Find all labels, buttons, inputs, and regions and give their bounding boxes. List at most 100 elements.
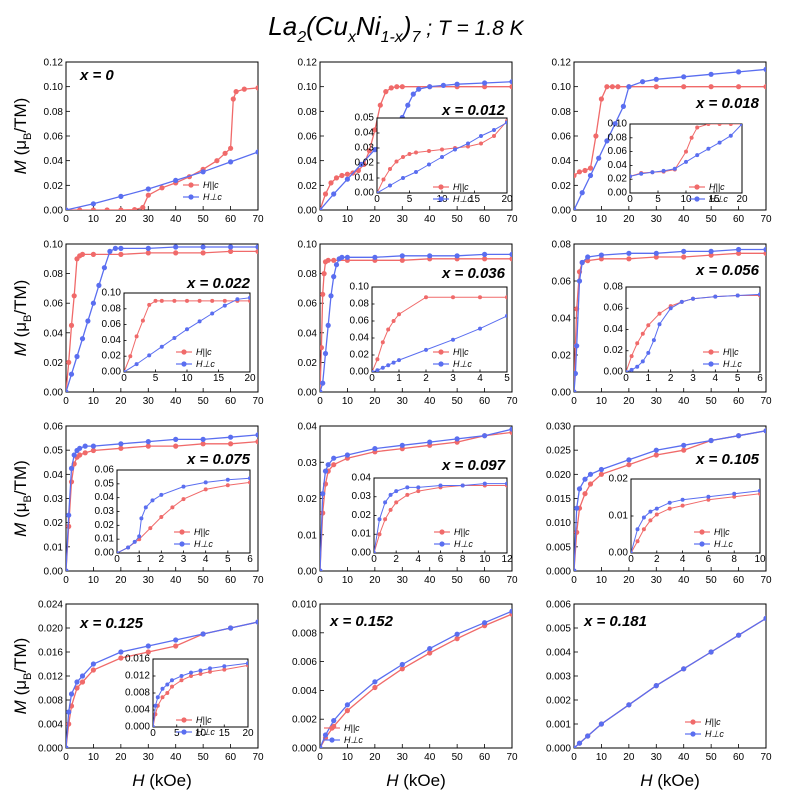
panel-x-0-056-inset-point-perp <box>646 350 651 355</box>
panel-x-0-075-point-par <box>82 450 88 456</box>
panel-x-0-022-inset-xtick-label: 15 <box>213 373 225 384</box>
panel-x-0-022-ytick-label: 0.04 <box>44 328 64 339</box>
panel-x-0-022-point-perp <box>118 245 124 251</box>
panel-x-0: 0 10 20 30 40 50 60 70 0.00 0.02 0.04 0.06 0.08 0.10 0… <box>44 58 264 226</box>
panel-x-0-056-point-par <box>653 254 659 260</box>
panel-x-0-125-inset-point-perp <box>160 686 165 691</box>
panel-x-0-018-legend-perp-marker <box>694 196 700 202</box>
panel-x-0-105-series-perp-line <box>574 430 766 571</box>
panel-x-0-105-ytick-label: 0.030 <box>546 422 571 433</box>
panel-x-0-105-plot-area <box>574 428 766 571</box>
panel-x-0-022-label: x = 0.022 <box>186 275 251 292</box>
panel-x-0-018-ytick-label: 0.04 <box>552 156 572 167</box>
panel-x-0-125-inset-point-par <box>179 678 184 683</box>
panel-x-0-105-point-perp <box>576 486 583 492</box>
panel-x-0-056-inset-point-perp <box>657 322 662 327</box>
panel-x-0-022-point-perp <box>85 318 91 324</box>
panel-x-0-075-legend-par-text: H||c <box>194 527 210 537</box>
panel-x-0-105-point-par <box>681 447 687 453</box>
y-axis-label-unit-open: (μ <box>11 322 30 342</box>
panel-x-0-036-inset-point-perp <box>505 313 507 318</box>
panel-x-0-022-point-perp <box>96 282 102 288</box>
panel-x-0-056-xtick-label: 30 <box>651 396 663 407</box>
panel-x-0-056-point-perp <box>681 248 687 254</box>
panel-x-0-018-point-perp <box>574 207 577 210</box>
panel-x-0-022-inset-point-par <box>210 298 215 303</box>
panel-x-0-075-legend-par-marker <box>179 529 185 535</box>
panel-x-0-036-point-perp <box>372 254 378 260</box>
panel-x-0-075-point-par <box>145 443 151 449</box>
panel-x-0-056-point-perp <box>576 278 583 284</box>
panel-x-0-152-xtick-label: 30 <box>397 752 409 763</box>
panel-x-0-036-legend-perp-marker <box>438 361 444 367</box>
panel-x-0-125-point-perp <box>66 745 69 748</box>
panel-x-0-012-ytick-label: 0.04 <box>298 156 318 167</box>
panel-x-0-012-point-perp <box>331 191 337 197</box>
panel-x-0-036-xtick-label: 60 <box>479 396 491 407</box>
panel-x-0-018-point-perp <box>653 76 659 82</box>
panel-x-0-105-point-par <box>598 471 605 477</box>
panel-x-0-075-point-perp <box>77 445 83 451</box>
panel-x-0-075-inset-point-par <box>148 526 153 531</box>
panel-x-0-012-inset-point-par <box>414 150 418 155</box>
panel-x-0-036-inset-point-par <box>391 319 396 323</box>
panel-x-0-056-xtick-label: 20 <box>623 396 635 407</box>
panel-x-0-036-point-perp <box>320 380 326 386</box>
panel-x-0-012-inset-point-par <box>401 155 405 159</box>
panel-x-0-018-legend-par-marker <box>694 184 700 190</box>
panel-x-0-105-inset-point-par <box>635 539 640 544</box>
y-axis-label-row-1: M (μB/TM) <box>11 98 34 175</box>
panel-x-0-075-point-perp <box>145 439 151 445</box>
panel-x-0-075-inset-point-perp <box>181 484 186 489</box>
panel-x-0-022-inset-point-par <box>172 298 177 303</box>
panel-x-0-point-perp <box>255 149 258 155</box>
panel-x-0-018-inset-point-par <box>684 149 688 154</box>
panel-x-0-036-inset-point-par <box>451 295 455 300</box>
panel-x-0-056-inset-point-perp <box>635 364 640 369</box>
panel-x-0-075-point-perp <box>200 436 206 442</box>
panel-x-0-012-inset-ytick-label: 0.00 <box>355 187 375 198</box>
panel-x-0-022-series-perp-line <box>66 246 258 392</box>
panel-x-0-181-xtick-label: 40 <box>678 752 690 763</box>
panel-x-0-152-point-perp <box>322 732 329 738</box>
panel-x-0-018-inset-xtick-label: 5 <box>655 194 661 205</box>
panel-x-0-018-inset-ytick-label: 0.00 <box>608 187 628 198</box>
panel-x-0-012-point-perp <box>454 81 460 87</box>
panel-x-0-018-label: x = 0.018 <box>695 95 760 112</box>
panel-x-0-022-point-perp <box>112 245 118 251</box>
panel-x-0-ytick-label: 0.10 <box>44 82 64 93</box>
panel-x-0-012-inset-ytick-label: 0.01 <box>355 172 375 183</box>
panel-x-0-018-point-par <box>736 84 742 90</box>
panel-x-0-125-point-par <box>79 679 86 685</box>
panel-x-0-022-point-par <box>68 322 75 328</box>
panel-x-0-097-series-perp-line <box>320 428 512 571</box>
panel-x-0-152-point-par <box>454 636 460 642</box>
panel-x-0-012-inset-ytick-label: 0.02 <box>355 157 375 168</box>
panel-x-0-018-point-perp <box>708 71 714 77</box>
panel-x-0-036-point-par <box>482 256 488 262</box>
panel-x-0-097-xtick-label: 30 <box>397 575 409 586</box>
panel-x-0-097-xtick-label: 40 <box>424 575 436 586</box>
panel-x-0-105-inset-series-perp-line <box>631 490 760 553</box>
panel-x-0-022-xtick-label: 10 <box>88 396 100 407</box>
panel-x-0-036-inset-ytick-label: 0.08 <box>350 298 370 309</box>
panel-x-0-036-xtick-label: 0 <box>317 396 323 407</box>
panel-x-0-012-point-par <box>344 171 350 177</box>
panel-x-0-075-point-perp <box>118 441 124 447</box>
panel-x-0-056-xtick-label: 10 <box>596 396 608 407</box>
panel-x-0-022-point-perp <box>173 244 179 250</box>
panel-x-0-point-perp <box>90 201 96 207</box>
panel-x-0-022-point-par <box>145 250 151 256</box>
x-axis-label-h: H <box>132 771 145 790</box>
panel-x-0-012-ytick-label: 0.00 <box>298 206 318 217</box>
panel-x-0-125-point-perp <box>228 625 234 631</box>
panel-x-0-018-inset-point-par <box>728 124 733 126</box>
panel-x-0-152-point-par <box>399 666 405 672</box>
panel-x-0-point-perp <box>200 169 206 175</box>
panel-x-0-097-point-perp <box>322 468 329 474</box>
panel-x-0-036-inset: 0 1 2 3 4 5 0.00 0.02 0.04 0.06 0.08 0.10 <box>350 281 511 384</box>
panel-x-0-018-point-par <box>681 84 687 90</box>
panel-x-0-056-inset-point-perp <box>668 306 673 311</box>
panel-x-0-036-point-perp <box>344 254 350 260</box>
y-axis-label-unit-sub: B <box>22 495 34 502</box>
